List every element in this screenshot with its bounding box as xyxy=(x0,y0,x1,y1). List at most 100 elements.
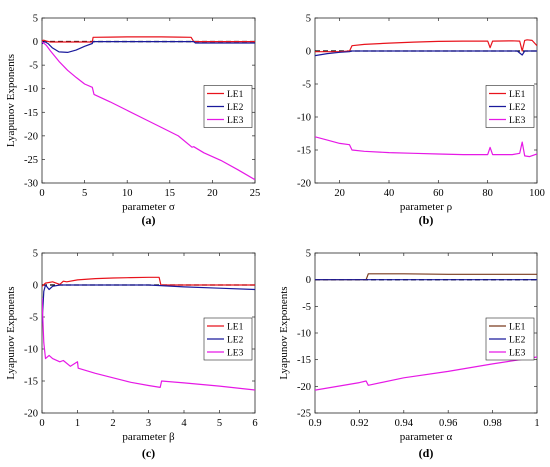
x-tick-label: 40 xyxy=(384,188,395,199)
series-group xyxy=(42,276,255,391)
x-axis-label: parameter ρ xyxy=(400,201,453,213)
y-tick-label: 0 xyxy=(306,275,311,286)
x-tick-label: 0 xyxy=(39,418,44,429)
x-tick-label: 5 xyxy=(217,418,222,429)
y-tick-label: 0 xyxy=(306,47,311,58)
x-axis-label: parameter σ xyxy=(122,201,175,213)
x-tick-label: 3 xyxy=(146,418,151,429)
x-tick-label: 100 xyxy=(529,188,545,199)
series-line-le2 xyxy=(42,41,255,53)
plot-frame xyxy=(41,17,256,184)
x-tick-label: 1 xyxy=(75,418,80,429)
legend: LE1 LE2 LE3 xyxy=(203,317,253,361)
legend-label-le3: LE3 xyxy=(227,116,244,126)
legend-label-le1: LE1 xyxy=(227,323,244,333)
x-tick-label: 60 xyxy=(433,188,444,199)
legend-label-le2: LE2 xyxy=(227,103,244,113)
x-tick-label: 0.94 xyxy=(395,418,414,429)
series-line-le2 xyxy=(315,50,537,57)
y-tick-label: 5 xyxy=(306,249,311,260)
y-tick-label: -5 xyxy=(29,313,38,324)
legend-label-le3: LE3 xyxy=(509,116,526,126)
y-tick-label: 5 xyxy=(306,14,311,25)
y-tick-label: -20 xyxy=(297,179,311,190)
legend-label-le3: LE3 xyxy=(227,349,244,359)
series-line-le1 xyxy=(315,39,537,53)
x-tick-label: 15 xyxy=(165,188,176,199)
x-tick-label: 1 xyxy=(534,418,539,429)
x-tick-label: 6 xyxy=(252,418,257,429)
series-line-le3 xyxy=(315,136,537,158)
x-tick-label: 25 xyxy=(250,188,261,199)
legend-label-le2: LE2 xyxy=(227,336,244,346)
y-tick-label: -10 xyxy=(24,345,38,356)
panel-caption: (b) xyxy=(419,213,434,227)
chart-panel-2: 5 0 -5 -10 -15 -20 20 40 60 80 100 LE1 LE2 LE3 paramet… xyxy=(297,14,545,228)
series-line-le3 xyxy=(42,297,255,391)
x-tick-label: 0 xyxy=(39,188,44,199)
y-tick-label: -15 xyxy=(24,108,38,119)
x-tick-label: 5 xyxy=(82,188,87,199)
series-line-le3 xyxy=(315,356,537,391)
x-tick-label: 80 xyxy=(482,188,493,199)
series-line-le1 xyxy=(315,273,537,281)
y-axis-label: Lyapunov Exponents xyxy=(5,54,17,147)
x-tick-label: 0.9 xyxy=(308,418,321,429)
series-line-le2 xyxy=(42,284,255,324)
y-tick-label: -5 xyxy=(302,302,311,313)
panel-caption: (d) xyxy=(419,446,434,460)
chart-panel-4: 50-5-10-15-20-250.9 0.92 0.94 0.96 0.98 1LE1L… xyxy=(278,249,540,461)
chart-panel-1: 50-5-10-15-20-25-300 5 10 15 20 25LE1LE2LE3pa… xyxy=(5,14,260,228)
y-tick-label: 0 xyxy=(33,281,38,292)
x-tick-label: 20 xyxy=(207,188,218,199)
y-tick-label: -30 xyxy=(24,179,38,190)
y-tick-label: 5 xyxy=(33,249,38,260)
series-line-le1 xyxy=(42,276,255,287)
y-tick-label: -20 xyxy=(297,382,311,393)
y-axis-label: Lyapunov Exponents xyxy=(278,286,290,379)
legend-label-le1: LE1 xyxy=(509,90,526,100)
series-group xyxy=(42,36,255,181)
y-tick-label: -10 xyxy=(297,329,311,340)
x-tick-label: 0.98 xyxy=(483,418,501,429)
x-tick-label: 10 xyxy=(122,188,133,199)
panel-caption: (a) xyxy=(142,213,156,227)
legend: LE1 LE2 LE3 xyxy=(203,85,253,128)
y-tick-label: -25 xyxy=(297,409,311,420)
y-tick-label: -10 xyxy=(24,84,38,95)
panel-caption: (c) xyxy=(142,446,155,460)
x-tick-label: 2 xyxy=(110,418,115,429)
y-tick-label: -15 xyxy=(297,355,311,366)
series-line-le3 xyxy=(42,41,255,181)
x-tick-label: 4 xyxy=(181,418,187,429)
plot-frame xyxy=(314,17,538,184)
legend-label-le1: LE1 xyxy=(227,90,244,100)
legend-label-le2: LE2 xyxy=(509,103,526,113)
y-tick-label: -10 xyxy=(297,113,311,124)
y-tick-label: -25 xyxy=(24,155,38,166)
series-line-le1 xyxy=(42,36,255,43)
x-axis-label: parameter α xyxy=(400,431,453,443)
x-axis-label: parameter β xyxy=(122,431,175,443)
y-tick-label: -20 xyxy=(24,409,38,420)
legend-label-le1: LE1 xyxy=(509,323,526,333)
y-tick-label: -20 xyxy=(24,131,38,142)
legend-label-le2: LE2 xyxy=(509,336,526,346)
series-group xyxy=(315,273,537,391)
y-tick-label: -5 xyxy=(29,61,38,72)
y-tick-label: -15 xyxy=(297,146,311,157)
x-tick-label: 0.96 xyxy=(439,418,457,429)
legend: LE1 LE2 LE3 xyxy=(485,317,535,361)
y-tick-label: -5 xyxy=(302,80,311,91)
y-tick-label: -15 xyxy=(24,377,38,388)
x-tick-label: 0.92 xyxy=(350,418,368,429)
y-tick-label: 0 xyxy=(33,37,38,48)
legend-label-le3: LE3 xyxy=(509,349,526,359)
series-group xyxy=(315,39,537,158)
y-tick-label: 5 xyxy=(33,14,38,25)
legend: LE1 LE2 LE3 xyxy=(485,85,535,128)
y-axis-label: Lyapunov Exponents xyxy=(5,286,17,379)
x-tick-label: 20 xyxy=(334,188,345,199)
